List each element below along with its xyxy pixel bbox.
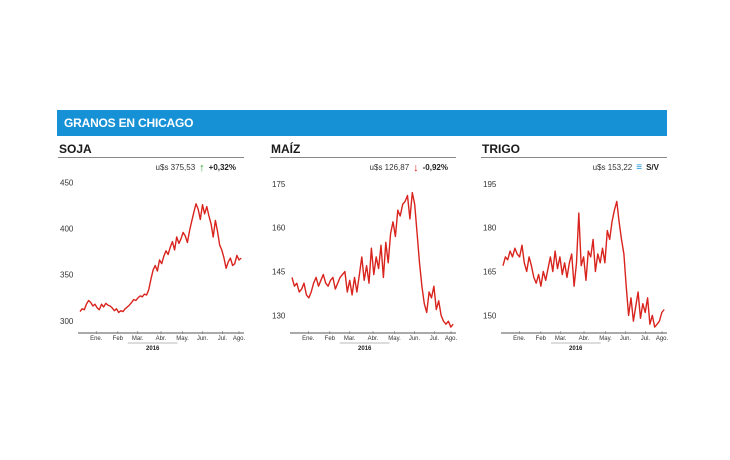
price-value: u$s 153,22 (592, 163, 633, 172)
x-tick-label: May. (176, 336, 189, 342)
y-tick-label: 350 (60, 271, 74, 280)
year-label: 2016 (146, 346, 160, 352)
x-tick-label: Feb (325, 336, 336, 342)
x-tick-label: May. (388, 336, 401, 342)
header-title: GRANOS EN CHICAGO (64, 116, 194, 130)
y-tick-label: 145 (272, 268, 286, 277)
equal-icon: ≡ (636, 161, 643, 173)
x-tick-label: Ene. (90, 336, 103, 342)
year-label: 2016 (358, 346, 372, 352)
x-tick-label: Ene. (513, 336, 526, 342)
x-tick-label: Jun. (620, 336, 632, 342)
price-change: +0,32% (208, 163, 236, 172)
title-divider (58, 157, 244, 158)
line-chart-soja: 300 350 400 450 Ene. Feb Mar. Abr. May. Jun. Jul. A… (60, 179, 246, 352)
chart-title: SOJA (59, 142, 92, 156)
x-tick-label: Ago. (233, 336, 246, 342)
x-tick-label: Feb (536, 336, 547, 342)
y-tick-label: 160 (272, 224, 286, 233)
title-divider (481, 157, 667, 158)
series-line (502, 200, 665, 328)
y-tick-label: 180 (483, 224, 497, 233)
x-tick-label: Mar. (555, 336, 567, 342)
x-tick-label: Mar. (132, 336, 144, 342)
x-tick-label: Abr. (579, 336, 590, 342)
title-divider (270, 157, 456, 158)
y-tick-label: 150 (483, 311, 497, 320)
chart-title: MAÍZ (271, 142, 301, 156)
series-line (79, 203, 242, 314)
y-tick-label: 300 (60, 317, 74, 326)
line-chart-trigo: 150 165 180 195 Ene. Feb Mar. Abr. May. Jun. Jul. A… (483, 180, 669, 352)
x-tick-label: Abr. (156, 336, 167, 342)
price-value: u$s 375,53 (155, 163, 196, 172)
y-tick-label: 175 (272, 180, 286, 189)
x-tick-label: May. (599, 336, 612, 342)
price-value: u$s 126,87 (369, 163, 410, 172)
x-tick-label: Mar. (344, 336, 356, 342)
x-tick-label: Ene. (302, 336, 315, 342)
y-tick-label: 450 (60, 179, 74, 188)
arrow-up-icon: ↑ (199, 161, 205, 174)
y-tick-label: 195 (483, 180, 497, 189)
price-summary: u$s 126,87 ↓ -0,92% (369, 161, 448, 174)
x-tick-label: Jun. (409, 336, 421, 342)
arrow-down-icon: ↓ (413, 161, 419, 174)
price-summary: u$s 375,53 ↑ +0,32% (155, 161, 236, 174)
price-summary: u$s 153,22 ≡ S/V (592, 161, 659, 173)
x-tick-label: Jun. (197, 336, 209, 342)
x-tick-label: Ago. (445, 336, 458, 342)
x-tick-label: Jul. (641, 336, 651, 342)
chart-title: TRIGO (482, 142, 520, 156)
x-tick-label: Abr. (368, 336, 379, 342)
y-tick-label: 400 (60, 225, 74, 234)
year-label: 2016 (569, 346, 583, 352)
chart-panel-trigo: TRIGO u$s 153,22 ≡ S/V 150 165 180 195 Ene. F… (481, 136, 669, 356)
x-tick-label: Ago. (656, 336, 669, 342)
x-tick-label: Feb (113, 336, 124, 342)
x-tick-label: Jul. (430, 336, 440, 342)
price-change: S/V (646, 163, 659, 172)
header-banner: GRANOS EN CHICAGO (57, 110, 667, 136)
chart-panel-soja: SOJA u$s 375,53 ↑ +0,32% 300 350 400 450 Ene… (58, 136, 246, 356)
y-tick-label: 165 (483, 268, 497, 277)
chart-panel-maiz: MAÍZ u$s 126,87 ↓ -0,92% 130 145 160 175 Ene… (270, 136, 458, 356)
y-tick-label: 130 (272, 311, 286, 320)
line-chart-maiz: 130 145 160 175 Ene. Feb Mar. Abr. May. Jun. Jul. A… (272, 180, 458, 352)
price-change: -0,92% (422, 163, 448, 172)
series-line (291, 191, 454, 328)
x-tick-label: Jul. (218, 336, 228, 342)
